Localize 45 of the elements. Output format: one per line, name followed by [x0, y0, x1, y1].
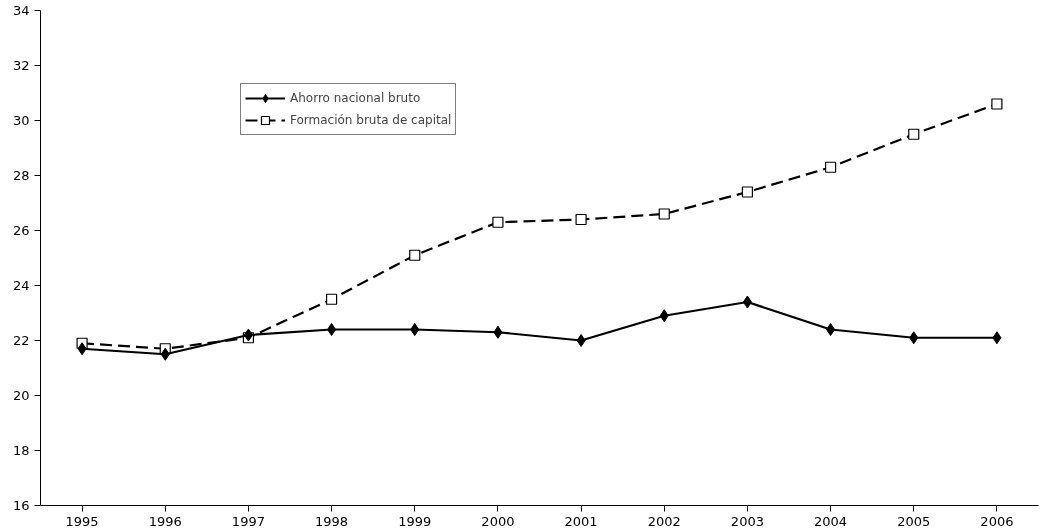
x-tick-label: 2002 [647, 513, 681, 528]
y-tick-label: 24 [12, 278, 30, 293]
x-tick-label: 2001 [564, 513, 598, 528]
y-tick-label: 18 [12, 443, 30, 458]
x-tick-label: 2005 [897, 513, 931, 528]
point [492, 216, 504, 228]
point [409, 249, 421, 261]
point [160, 347, 170, 361]
point [576, 334, 586, 347]
legend-label: Formación bruta de capital [290, 113, 452, 127]
y-tick-label: 30 [12, 113, 30, 128]
point [243, 328, 253, 342]
point [992, 331, 1002, 345]
y-tick-label: 28 [12, 168, 30, 183]
point [991, 98, 1003, 110]
y-tick-label: 26 [12, 223, 30, 238]
point [742, 295, 752, 309]
x-tick-label: 2000 [481, 513, 515, 528]
point [659, 309, 669, 323]
point [575, 213, 587, 226]
x-tick-label: 2004 [814, 513, 848, 528]
y-tick-label: 34 [12, 3, 30, 18]
x-tick-label: 1997 [231, 513, 265, 528]
legend-label: Ahorro nacional bruto [290, 91, 421, 105]
x-tick-label: 2003 [730, 513, 764, 528]
x-tick-label: 1999 [398, 513, 432, 528]
x-tick-label: 1995 [65, 513, 99, 528]
point [493, 325, 503, 339]
point [824, 161, 837, 173]
y-tick-label: 20 [12, 388, 30, 403]
point [327, 323, 337, 336]
x-tick-label: 1998 [315, 513, 349, 528]
point [410, 323, 420, 336]
y-tick-label: 16 [12, 498, 30, 513]
point [826, 323, 836, 336]
point [658, 208, 670, 220]
y-tick-label: 32 [12, 58, 30, 73]
y-tick-label: 22 [12, 333, 30, 348]
point [741, 186, 754, 198]
point [909, 331, 919, 345]
point [77, 342, 87, 356]
x-tick-label: 1996 [148, 513, 182, 528]
point [908, 128, 920, 140]
x-tick-label: 2006 [980, 513, 1014, 528]
point [325, 293, 338, 305]
